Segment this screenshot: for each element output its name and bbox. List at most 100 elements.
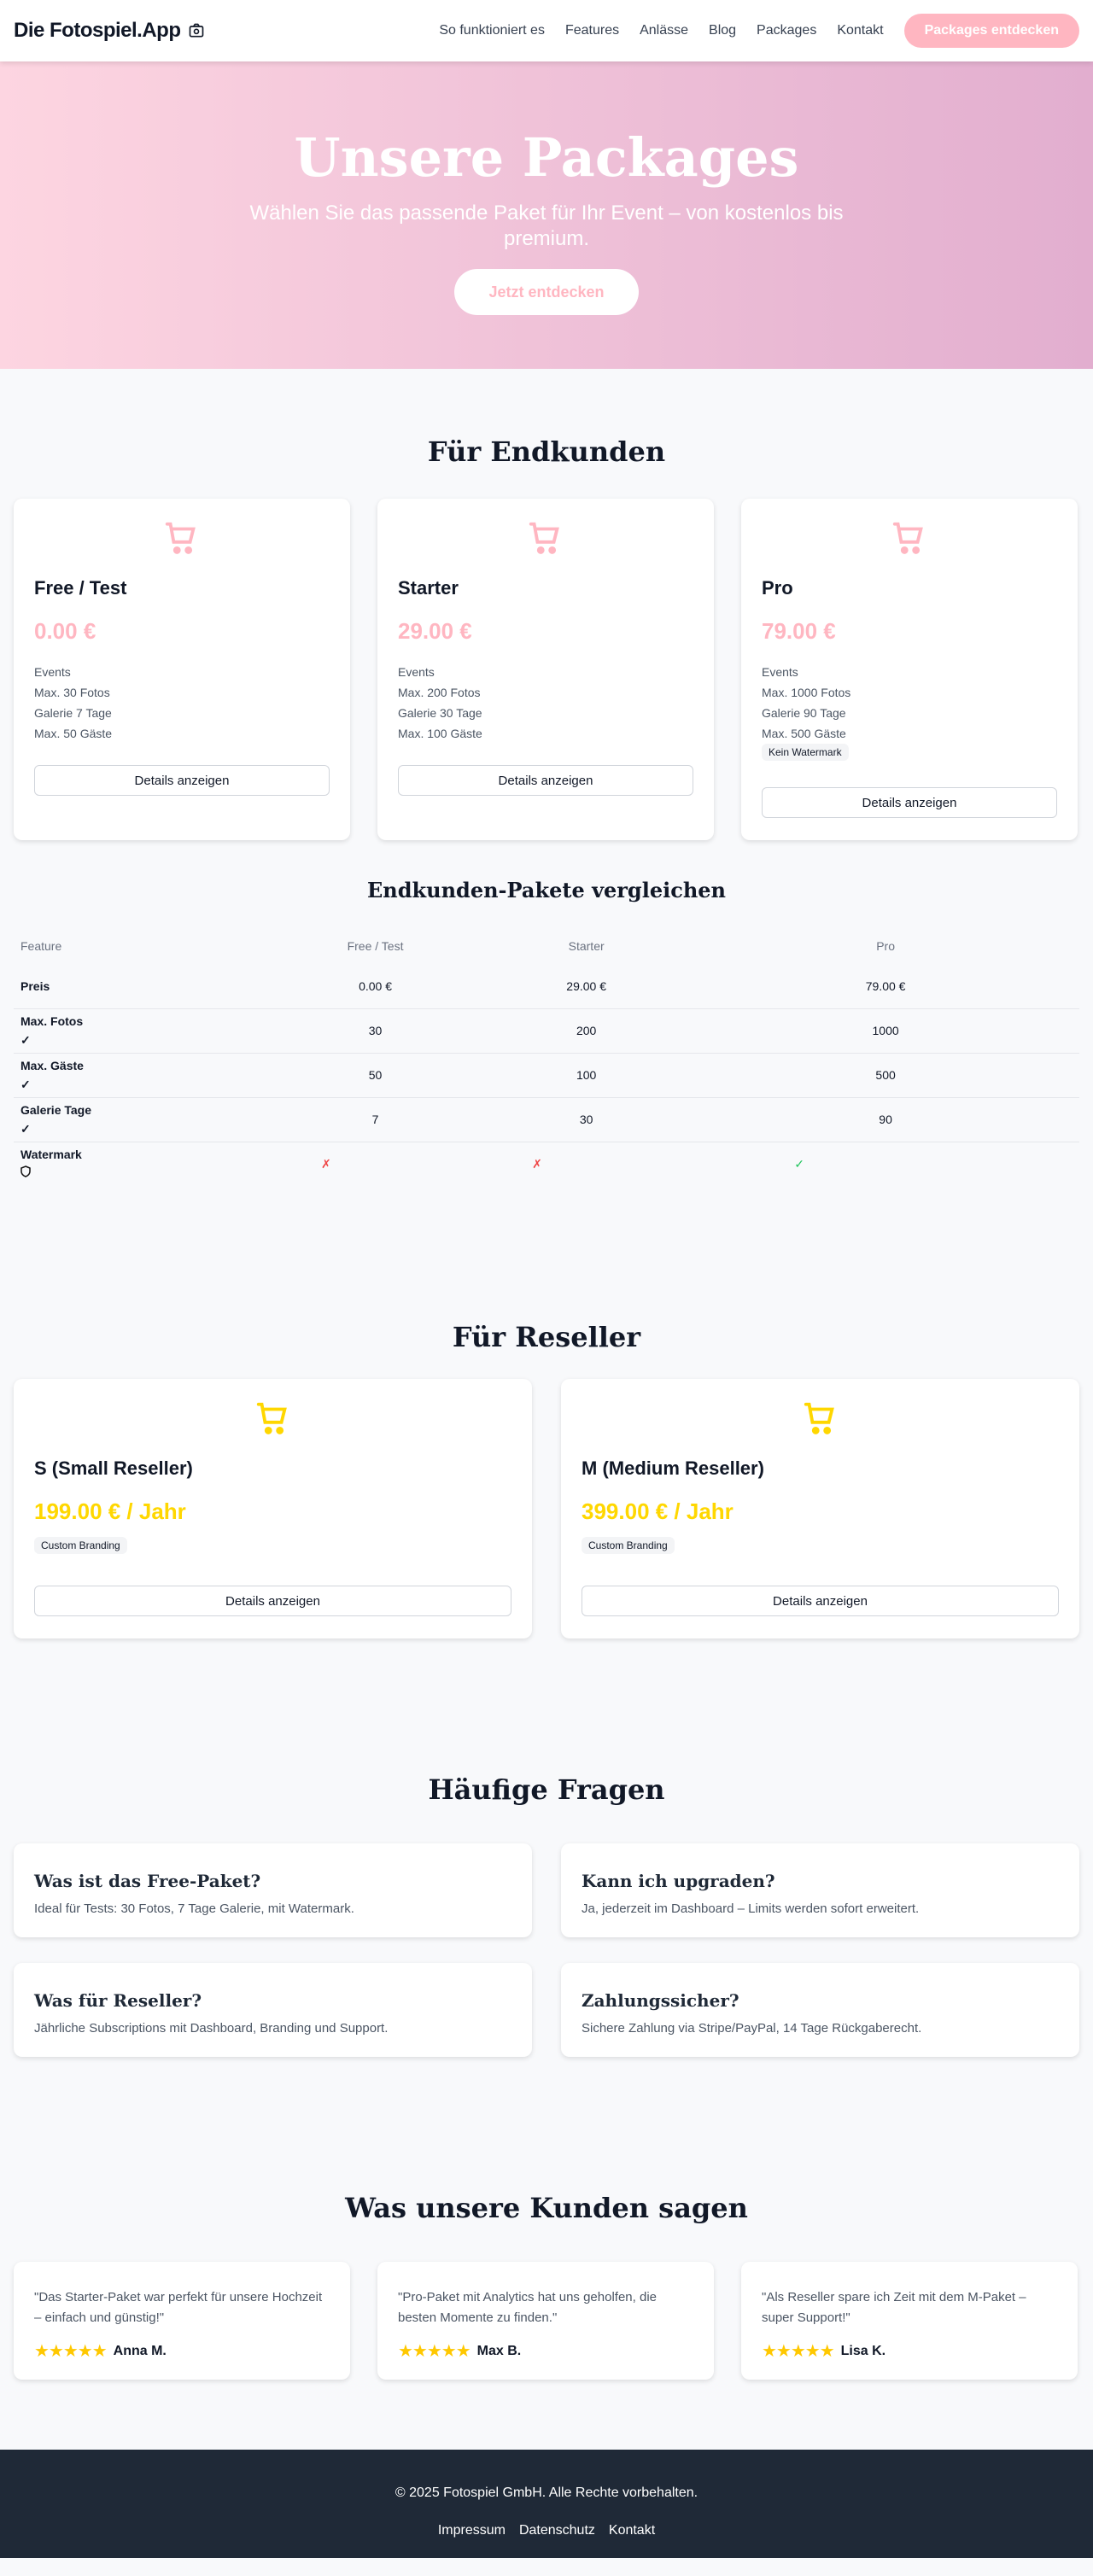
feature-item: Galerie 7 Tage [34,706,112,720]
package-name: Free / Test [34,577,127,599]
cart-icon [892,522,923,554]
details-button[interactable]: Details anzeigen [34,765,330,796]
testimonial-text: "Das Starter-Paket war perfekt für unser… [34,2290,323,2325]
feature-item: Max. 50 Gäste [34,727,113,740]
testimonial-author: Anna M. [113,2343,167,2358]
nav-link-features[interactable]: Features [564,23,620,38]
testimonial-card: "Das Starter-Paket war perfekt für unser… [14,2262,350,2380]
nav-link-contact[interactable]: Kontakt [837,23,884,38]
cart-icon [256,1402,287,1434]
table-cell: 50 [368,1068,383,1082]
testimonial-card: "Als Reseller spare ich Zeit mit dem M-P… [741,2262,1078,2380]
package-name: M (Medium Reseller) [582,1457,764,1479]
feature-item: Max. 1000 Fotos [762,686,851,699]
package-name: Pro [762,577,793,599]
table-cell: 1000 [872,1024,899,1037]
details-button[interactable]: Details anzeigen [34,1586,511,1616]
details-button[interactable]: Details anzeigen [582,1586,1059,1616]
feature-item: Events [398,665,435,679]
table-cell: 500 [875,1068,896,1082]
feature-item: Galerie 90 Tage [762,706,846,720]
compare-table: Feature Free / Test Starter Pro Preis 0.00 €… [14,928,1079,1186]
table-cell: 79.00 € [865,978,906,993]
faq-item: Was für Reseller? Jährliche Subscriptions… [14,1963,532,2057]
package-badge: Custom Branding [34,1537,127,1554]
faq-answer: Jährliche Subscriptions mit Dashboard, B… [34,2021,389,2036]
check-icon: ✓ [20,1033,31,1047]
faq-item: Kann ich upgraden? Ja, jederzeit im Dashb… [561,1843,1079,1937]
nav-link-occasions[interactable]: Anlässe [640,23,689,38]
hero-subtitle: Wählen Sie das passende Paket für Ihr Ev… [249,202,844,250]
details-button[interactable]: Details anzeigen [762,787,1057,818]
faq-answer: Ja, jederzeit im Dashboard – Limits werd… [582,1901,920,1916]
column-header: Starter [568,939,605,953]
package-card: Starter 29.00 € Events Max. 200 Fotos Gale… [377,499,714,840]
cart-icon [165,522,196,554]
faq-section: Häufige Fragen Was ist das Free-Paket? Id… [0,1638,1093,2057]
feature-item: Max. 500 Gäste [762,727,846,740]
table-row: Watermark ✗ ✗ ✓ [14,1142,1079,1186]
table-cell: 29.00 € [566,978,606,993]
shield-icon [20,1165,31,1178]
compare-heading: Endkunden-Pakete vergleichen [367,878,726,902]
faq-answer: Ideal für Tests: 30 Fotos, 7 Tage Galeri… [34,1901,354,1916]
hero-title: Unsere Packages [294,126,799,189]
cart-icon [529,522,559,554]
table-cell: ✓ [794,1156,804,1171]
table-row: Max. Gäste ✓ 50 100 500 [14,1053,1079,1097]
section-heading: Häufige Fragen [428,1773,665,1806]
feature-name: Max. Fotos ✓ [20,1014,84,1047]
package-badge: Custom Branding [582,1537,675,1554]
feature-item: Max. 30 Fotos [34,686,110,699]
reseller-section: Für Reseller S (Small Reseller) 199.00 €… [0,1186,1093,1638]
table-cell: 100 [576,1068,597,1082]
footer-link-datenschutz[interactable]: Datenschutz [518,2523,595,2538]
table-row: Max. Fotos ✓ 30 200 1000 [14,1008,1079,1053]
table-cell: 200 [576,1024,597,1037]
package-price: 0.00 € [34,618,96,644]
footer-link-kontakt[interactable]: Kontakt [608,2523,656,2538]
feature-name: Preis [20,978,50,993]
logo[interactable]: Die Fotospiel.App [14,19,205,43]
hero: Unsere Packages Wählen Sie das passende … [0,61,1093,369]
package-name: Starter [398,577,459,599]
reseller-card: M (Medium Reseller) 399.00 € / Jahr Cust… [561,1379,1079,1638]
section-heading: Für Endkunden [427,435,666,468]
testimonial-text: "Als Reseller spare ich Zeit mit dem M-P… [762,2290,1026,2325]
package-card: Pro 79.00 € Events Max. 1000 Fotos Galerie… [741,499,1078,840]
logo-text: Die Fotospiel.App [14,19,181,42]
compare-section: Endkunden-Pakete vergleichen Feature Free… [0,840,1093,1186]
check-icon: ✓ [20,1122,31,1136]
testimonial-card: "Pro-Paket mit Analytics hat uns geholfe… [377,2262,714,2380]
nav-link-blog[interactable]: Blog [709,23,737,38]
column-header: Pro [876,939,895,953]
table-cell: 30 [368,1024,383,1037]
details-button[interactable]: Details anzeigen [398,765,693,796]
package-price: 399.00 € / Jahr [582,1498,734,1524]
table-cell: ✗ [532,1156,542,1171]
feature-name: Max. Gäste ✓ [20,1059,84,1091]
package-badge: Kein Watermark [762,744,849,761]
cart-icon [804,1402,834,1434]
faq-answer: Sichere Zahlung via Stripe/PayPal, 14 Ta… [582,2021,922,2036]
reseller-card: S (Small Reseller) 199.00 € / Jahr Custo… [14,1379,532,1638]
packages-cta-button[interactable]: Packages entdecken [903,14,1079,48]
faq-question: Was für Reseller? [34,1990,202,2011]
section-heading: Für Reseller [452,1321,641,1353]
column-header: Feature [20,939,62,953]
table-cell: ✗ [321,1156,331,1171]
star-rating-icon: ★★★★★ [762,2342,835,2361]
star-rating-icon: ★★★★★ [34,2342,108,2361]
footer-link-impressum[interactable]: Impressum [437,2523,506,2538]
footer: © 2025 Fotospiel GmbH. Alle Rechte vorbe… [0,2450,1093,2558]
package-price: 79.00 € [762,618,836,644]
faq-item: Zahlungssicher? Sichere Zahlung via Strip… [561,1963,1079,2057]
discover-button[interactable]: Jetzt entdecken [454,269,639,315]
column-header: Free / Test [347,939,404,953]
table-cell: 0.00 € [359,978,393,993]
faq-question: Zahlungssicher? [582,1990,739,2011]
nav-link-packages[interactable]: Packages [757,23,817,38]
top-nav: Die Fotospiel.App So funktioniert es Fea… [0,0,1093,61]
nav-link-how[interactable]: So funktioniert es [439,23,545,38]
feature-item: Events [34,665,71,679]
